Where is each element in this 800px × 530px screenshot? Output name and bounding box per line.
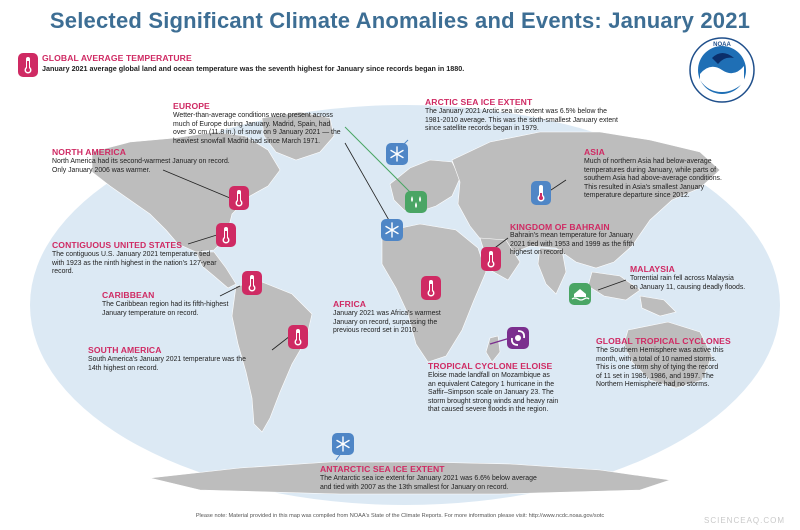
- asia-line: temperatures during January, while parts…: [584, 166, 717, 174]
- leader-line-europe-rain: [344, 126, 411, 193]
- south-america-text: South America's January 2021 temperature…: [88, 356, 246, 373]
- thermometer-icon: [18, 53, 38, 77]
- leader-line-north-america: [162, 169, 231, 199]
- europe-line: over 30 cm (11.8 in.) of snow on 9 Janua…: [173, 129, 341, 137]
- arctic-line: since satellite records began in 1979.: [425, 125, 539, 133]
- global-cyclones-line: month, with a total of 10 named storms.: [596, 355, 717, 363]
- arctic-line: 1981-2010 average. This was the sixth-sm…: [425, 116, 618, 124]
- arctic-line: The January 2021 Arctic sea ice extent w…: [425, 108, 607, 115]
- north-america-line: Only January 2006 was warmer.: [52, 166, 151, 174]
- contiguous-us-text: The contiguous U.S. January 2021 tempera…: [52, 251, 217, 277]
- leader-line-asia: [547, 179, 567, 193]
- eloise-line: storm brought strong winds and heavy rai…: [428, 397, 559, 405]
- raindrops-icon: [405, 191, 427, 213]
- asia-line: This resulted in Asia's smallest January: [584, 183, 705, 191]
- leader-line-malaysia: [597, 279, 627, 291]
- cyclone-icon: [507, 327, 529, 349]
- global-average-temperature-heading: GLOBAL AVERAGE TEMPERATURE: [42, 53, 192, 63]
- malaysia-text: Torrential rain fell across Malaysia on …: [630, 275, 745, 292]
- malaysia-line: on January 11, causing deadly floods.: [630, 283, 746, 291]
- thermometer-icon: [242, 271, 262, 295]
- north-america-heading: NORTH AMERICA: [52, 147, 127, 157]
- asia-line: Much of northern Asia had below-average: [584, 158, 712, 165]
- snowflake-icon: [381, 219, 403, 241]
- global-average-temperature-text: January 2021 average global land and oce…: [42, 64, 465, 73]
- eloise-heading: TROPICAL CYCLONE ELOISE: [428, 361, 553, 371]
- europe-line: heaviest snowfall Madrid had since March…: [173, 137, 321, 145]
- bahrain-line: Bahrain's mean temperature for January: [510, 232, 634, 239]
- africa-text: January 2021 was Africa's warmest Januar…: [333, 310, 441, 336]
- asia-line: southern Asia had above-average conditio…: [584, 175, 722, 183]
- global-cyclones-line: of 11 set in 1985, 1986, and 1997. The: [596, 372, 714, 380]
- antarctic-line: and tied with 2007 as the 13th smallest …: [320, 483, 509, 491]
- contiguous-us-line: with 1923 as the ninth highest in the na…: [52, 259, 217, 267]
- leader-line-south-america: [271, 335, 291, 351]
- page-title: Selected Significant Climate Anomalies a…: [49, 8, 751, 33]
- bahrain-line: 2021 tied with 1953 and 1999 as the fift…: [510, 240, 635, 248]
- antarctic-text: The Antarctic sea ice extent for January…: [320, 475, 537, 492]
- leader-line-us: [187, 233, 221, 245]
- thermometer-cold-icon: [531, 181, 551, 205]
- europe-heading: EUROPE: [173, 101, 210, 111]
- eloise-line: an equivalent Category 1 hurricane in th…: [428, 380, 555, 388]
- south-america-line: South America's January 2021 temperature…: [88, 356, 246, 363]
- noaa-logo: NOAA: [689, 37, 755, 103]
- snowflake-icon: [386, 143, 408, 165]
- leader-line-europe: [344, 142, 391, 223]
- eloise-line: that caused severe floods in the region.: [428, 406, 549, 414]
- north-america-text: North America had its second-warmest Jan…: [52, 158, 230, 175]
- leader-lines: [162, 142, 627, 351]
- arctic-heading: ARCTIC SEA ICE EXTENT: [425, 97, 533, 107]
- snowflake-icon: [332, 433, 354, 455]
- global-cyclones-line: Northern Hemisphere had no storms.: [596, 381, 710, 389]
- asia-line: temperature departure since 2012.: [584, 192, 690, 200]
- global-cyclones-line: The Southern Hemisphere was active this: [596, 347, 724, 354]
- arctic-text: The January 2021 Arctic sea ice extent w…: [425, 108, 618, 134]
- caribbean-line: January temperature on record.: [102, 309, 199, 317]
- leader-line-cyclone: [489, 337, 511, 345]
- thermometer-icon: [481, 247, 501, 271]
- africa-heading: AFRICA: [333, 299, 367, 309]
- leader-line-caribbean: [219, 285, 241, 297]
- malaysia-line: Torrential rain fell across Malaysia: [630, 275, 734, 282]
- bahrain-heading: KINGDOM OF BAHRAIN: [510, 222, 610, 232]
- europe-line: Wetter-than-average conditions were pres…: [173, 112, 333, 119]
- antarctic-heading: ANTARCTIC SEA ICE EXTENT: [320, 464, 445, 474]
- north-america-line: North America had its second-warmest Jan…: [52, 158, 230, 165]
- global-cyclones-line: This is one storm shy of tying the recor…: [596, 364, 719, 372]
- europe-text: Wetter-than-average conditions were pres…: [173, 112, 341, 146]
- eloise-line: Eloise made landfall on Mozambique as: [428, 372, 550, 379]
- europe-line: much of Europe during January. Madrid, S…: [173, 120, 331, 128]
- contiguous-us-line: The contiguous U.S. January 2021 tempera…: [52, 251, 211, 258]
- south-america-heading: SOUTH AMERICA: [88, 345, 162, 355]
- caribbean-line: The Caribbean region had its fifth-highe…: [102, 301, 229, 308]
- contiguous-us-line: record.: [52, 268, 74, 276]
- malaysia-heading: MALAYSIA: [630, 264, 675, 274]
- asia-heading: ASIA: [584, 147, 605, 157]
- bahrain-line: highest on record.: [510, 249, 566, 257]
- thermometer-icon: [216, 223, 236, 247]
- svg-text:NOAA: NOAA: [713, 42, 731, 48]
- africa-line: January on record, surpassing the: [333, 318, 438, 326]
- thermometer-icon: [421, 276, 441, 300]
- thermometer-icon: [288, 325, 308, 349]
- eloise-line: Saffir–Simpson scale on January 23. The: [428, 389, 554, 397]
- footer-note: Please note: Material provided in this m…: [195, 513, 605, 519]
- antarctic-line: The Antarctic sea ice extent for January…: [320, 475, 537, 482]
- africa-line: January 2021 was Africa's warmest: [333, 310, 441, 317]
- flood-icon: [569, 283, 591, 305]
- eloise-text: Eloise made landfall on Mozambique as an…: [428, 372, 558, 415]
- global-cyclones-heading: GLOBAL TROPICAL CYCLONES: [596, 336, 731, 346]
- global-cyclones-text: The Southern Hemisphere was active this …: [596, 347, 724, 390]
- caribbean-heading: CARIBBEAN: [102, 290, 155, 300]
- caribbean-text: The Caribbean region had its fifth-highe…: [102, 301, 228, 318]
- contiguous-us-heading: CONTIGUOUS UNITED STATES: [52, 240, 183, 250]
- bahrain-text: Bahrain's mean temperature for January 2…: [510, 232, 634, 258]
- south-america-line: 14th highest on record.: [88, 364, 159, 372]
- thermometer-icon: [229, 186, 249, 210]
- asia-text: Much of northern Asia had below-average …: [584, 158, 722, 201]
- watermark: SCIENCEAQ.COM: [704, 516, 786, 525]
- africa-line: previous record set in 2010.: [333, 327, 419, 335]
